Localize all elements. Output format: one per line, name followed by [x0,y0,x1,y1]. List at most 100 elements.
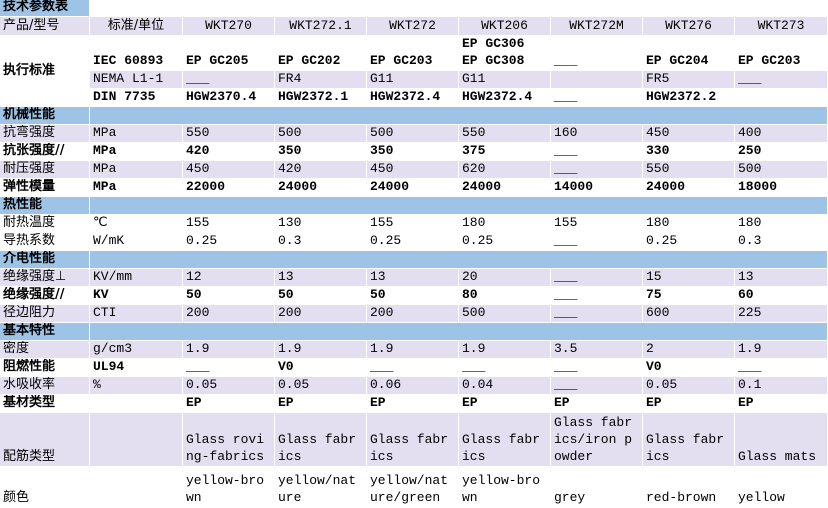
row-unit [90,467,183,508]
row-value: Glass fabrics [643,413,735,467]
row-value: 155 [551,215,643,233]
row-value: 200 [367,305,459,323]
row-unit: UL94 [90,359,183,377]
row-value: 500 [275,125,367,143]
standard-name: NEMA L1-1 [90,71,183,89]
row-unit: g/cm3 [90,341,183,359]
row-value: 450 [183,161,275,179]
row-value: 450 [643,125,735,143]
section-title: 机械性能 [0,107,90,125]
row-value: 24000 [367,179,459,197]
row-value: ___ [735,359,828,377]
section-title: 热性能 [0,197,90,215]
row-value: 550 [643,161,735,179]
row-label: 导热系数 [0,233,90,251]
product-name: WKT276 [643,17,735,36]
product-name: WKT272M [551,17,643,36]
row-unit [90,413,183,467]
row-value: 0.3 [275,233,367,251]
row-value: 20 [459,269,551,287]
row-value: ___ [551,287,643,305]
row-value: yellow-brown [183,467,275,508]
standard-value: HGW2370.4 [183,89,275,107]
row-label: 抗弯强度 [0,125,90,143]
row-value: 2 [643,341,735,359]
row-label: 绝缘强度⊥ [0,269,90,287]
row-value: 0.3 [735,233,828,251]
row-value: 24000 [459,179,551,197]
row-value: 155 [367,215,459,233]
row-value: 0.06 [367,377,459,395]
product-name: WKT273 [735,17,828,36]
row-value: 1.9 [367,341,459,359]
row-label: 阻燃性能 [0,359,90,377]
row-value: 0.25 [367,233,459,251]
row-value: Glass fabrics/iron powder [551,413,643,467]
row-value: 50 [367,287,459,305]
standard-value: ___ [735,71,828,89]
row-value: 420 [183,143,275,161]
row-unit: % [90,377,183,395]
row-value: 13 [735,269,828,287]
row-value: 550 [459,125,551,143]
row-unit: KV [90,287,183,305]
row-value: 1.9 [183,341,275,359]
row-value: 0.1 [735,377,828,395]
row-value: 180 [643,215,735,233]
row-value: 15 [643,269,735,287]
row-unit: MPa [90,143,183,161]
row-value: 1.9 [459,341,551,359]
row-value: 0.25 [459,233,551,251]
row-value: grey [551,467,643,508]
section-band [90,197,828,215]
row-value: 550 [183,125,275,143]
row-value: EP [551,395,643,413]
row-value: EP [367,395,459,413]
standard-value: HGW2372.2 [643,89,735,107]
row-value: ___ [551,143,643,161]
product-name: WKT206 [459,17,551,36]
row-value: EP [275,395,367,413]
row-value: yellow [735,467,828,508]
row-value: 450 [367,161,459,179]
row-value: 375 [459,143,551,161]
row-value: EP [643,395,735,413]
row-value: ___ [551,377,643,395]
standard-name: DIN 7735 [90,89,183,107]
standard-value: ___ [551,89,643,107]
row-unit: W/mK [90,233,183,251]
row-value: ___ [551,305,643,323]
row-value: yellow-brown [459,467,551,508]
row-value: ___ [183,359,275,377]
row-value: 160 [551,125,643,143]
row-label: 耐热温度 [0,215,90,233]
standard-value: ___ [183,71,275,89]
row-value: 130 [275,215,367,233]
row-value: 50 [275,287,367,305]
standard-value: HGW2372.1 [275,89,367,107]
row-value: 0.25 [643,233,735,251]
row-value: 350 [367,143,459,161]
row-value: 155 [183,215,275,233]
standard-value: HGW2372.4 [459,89,551,107]
row-label: 密度 [0,341,90,359]
product-name: WKT270 [183,17,275,36]
row-value: 500 [459,305,551,323]
row-value: 200 [183,305,275,323]
row-value: V0 [275,359,367,377]
row-value: 180 [735,215,828,233]
standard-value: EP GC306 EP GC308 [459,36,551,71]
sheet-title: 技术参数表 [0,0,90,17]
row-value: Glass roving-fabrics [183,413,275,467]
row-value: ___ [551,269,643,287]
row-label: 抗张强度// [0,143,90,161]
row-value: Glass fabrics [459,413,551,467]
row-value: 0.05 [643,377,735,395]
row-value: 50 [183,287,275,305]
header-unit: 标准/单位 [90,17,183,36]
row-value: 13 [367,269,459,287]
row-value: yellow/nature [275,467,367,508]
row-unit: MPa [90,161,183,179]
standard-value: EP GC202 [275,36,367,71]
row-value: ___ [551,359,643,377]
